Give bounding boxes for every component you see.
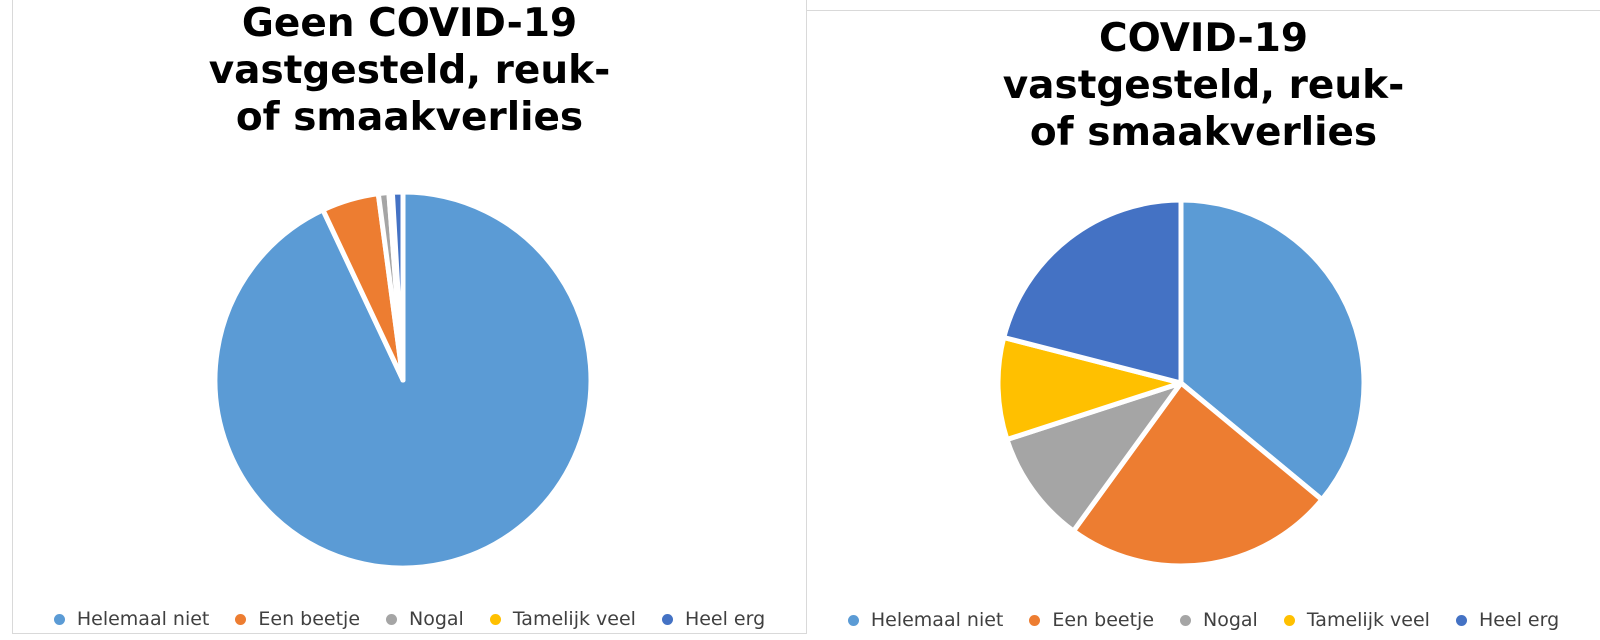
legend-label: Nogal — [409, 608, 464, 630]
legend-label: Heel erg — [1478, 609, 1560, 631]
pie-slice-heel-erg — [1001, 197, 1184, 386]
legend-label: Tamelijk veel — [1306, 609, 1430, 631]
chart-title-line: COVID-19 — [1099, 16, 1308, 61]
legend-marker — [386, 613, 398, 625]
legend-marker — [1180, 614, 1192, 626]
legend-item: Heel erg — [661, 608, 766, 630]
chart-title-line: of smaakverlies — [235, 95, 584, 140]
pie-slice-helemaal-niet — [212, 189, 594, 571]
pie-slice-heel-erg — [389, 189, 406, 383]
legend-label: Helemaal niet — [76, 608, 210, 630]
legend-label: Tamelijk veel — [512, 608, 636, 630]
chart-title: COVID-19 vastgesteld, reuk- of smaakverl… — [807, 15, 1600, 156]
legend-item: Helemaal niet — [847, 609, 1004, 631]
legend-label: Een beetje — [1052, 609, 1155, 631]
legend-item: Heel erg — [1455, 609, 1560, 631]
legend-marker — [53, 613, 65, 625]
chart-title: Geen COVID-19 vastgesteld, reuk- of smaa… — [13, 0, 806, 141]
chart-title-line: of smaakverlies — [1029, 110, 1378, 155]
legend-label: Helemaal niet — [870, 609, 1004, 631]
pie-slice-helemaal-niet — [1178, 197, 1367, 503]
legend-marker — [1283, 614, 1295, 626]
legend-marker — [1455, 614, 1467, 626]
chart-legend: Helemaal niet Een beetje Nogal Tamelijk … — [807, 606, 1600, 634]
legend-item: Tamelijk veel — [489, 608, 636, 630]
legend-item: Tamelijk veel — [1283, 609, 1430, 631]
legend-label: Nogal — [1203, 609, 1258, 631]
chart-panel-no-covid: Geen COVID-19 vastgesteld, reuk- of smaa… — [12, 0, 807, 634]
pie-chart — [212, 189, 594, 571]
legend-marker — [235, 613, 247, 625]
legend-marker — [661, 613, 673, 625]
legend-marker — [489, 613, 501, 625]
legend-item: Nogal — [386, 608, 464, 630]
legend-item: Nogal — [1180, 609, 1258, 631]
chart-legend: Helemaal niet Een beetje Nogal Tamelijk … — [13, 605, 806, 633]
legend-item: Een beetje — [1029, 609, 1154, 631]
legend-item: Een beetje — [235, 608, 360, 630]
pie-slice-tamelijk-veel — [995, 334, 1184, 443]
chart-title-line: vastgesteld, reuk- — [1002, 63, 1405, 108]
chart-panel-covid: COVID-19 vastgesteld, reuk- of smaakverl… — [807, 10, 1600, 634]
chart-title-line: Geen COVID-19 — [241, 1, 578, 46]
legend-item: Helemaal niet — [53, 608, 210, 630]
pie-slice-een-beetje — [1070, 380, 1325, 569]
legend-label: Een beetje — [258, 608, 361, 630]
legend-marker — [1029, 614, 1041, 626]
pie-chart — [995, 197, 1367, 569]
legend-label: Heel erg — [684, 608, 766, 630]
pie-slice-nogal — [1004, 380, 1184, 534]
legend-marker — [847, 614, 859, 626]
chart-title-line: vastgesteld, reuk- — [208, 48, 611, 93]
